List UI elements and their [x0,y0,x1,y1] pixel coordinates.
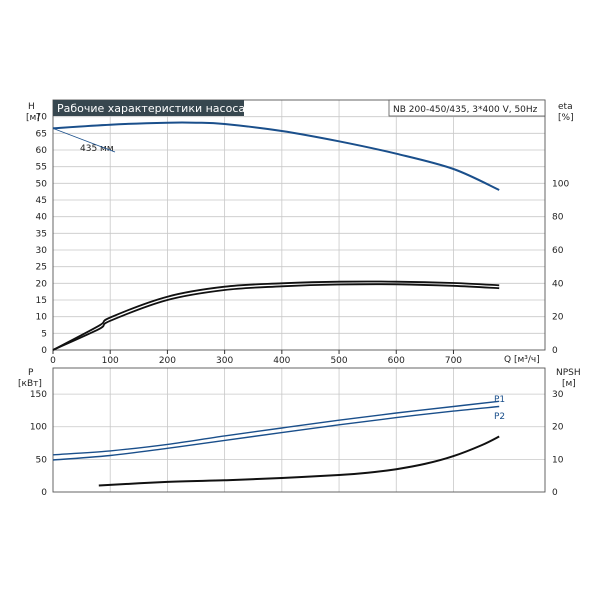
npsh-tick-label: 20 [552,423,564,433]
power-p1-curve [52,400,500,456]
x-axis-label: Q [м³/ч] [504,355,540,365]
power-p2-curve [52,405,500,461]
x-tick-label: 700 [445,356,462,366]
series-label-p1: P1 [494,395,505,405]
chart-subtitle: NB 200-450/435, 3*400 V, 50Hz [393,105,538,115]
top-y-left-unit: [м] [26,113,40,123]
y-right-tick-label: 20 [552,313,564,323]
y-left-tick-label: 20 [36,279,48,289]
x-tick-label: 300 [216,356,233,366]
y-left-tick-label: 70 [36,113,48,123]
title-banner [53,100,244,116]
npsh-tick-label: 10 [552,455,564,465]
y-left-tick-label: 40 [36,213,48,223]
y-right-tick-label: 0 [552,346,558,356]
y-right-tick-label: 100 [552,179,569,189]
subtitle-box [388,99,546,117]
y-left-tick-label: 60 [36,146,48,156]
y-left-tick-label: 15 [36,296,47,306]
top-chart-frame [52,99,546,351]
bottom-y-left-unit: [кВт] [18,379,42,389]
y-left-tick-label: 5 [41,329,47,339]
bottom-y-left-label: P [28,368,34,378]
head-curve [52,121,500,191]
annotation-leader [52,127,116,153]
y-left-tick-label: 55 [36,163,47,173]
curve-annotation: 435 мм [80,144,114,154]
y-left-tick-label: 10 [36,313,48,323]
y-left-tick-label: 65 [36,129,47,139]
top-y-left-label: H [28,102,35,112]
y-left-tick-label: 35 [36,229,47,239]
top-chart-series [52,121,500,351]
efficiency-curve-2 [52,283,500,351]
bottom-chart-ticks: 0 50 100 150 0 10 20 30 [30,390,564,498]
x-tick-label: 400 [273,356,290,366]
top-y-right-unit: [%] [558,113,574,123]
bottom-y-right-unit: [м] [562,379,576,389]
y-right-tick-label: 40 [552,279,564,289]
p-tick-label: 150 [30,390,47,400]
p-tick-label: 0 [41,488,47,498]
y-left-tick-label: 50 [36,179,48,189]
chart-title: Рабочие характеристики насоса [57,102,245,115]
x-tick-label: 200 [159,356,176,366]
top-y-right-label: eta [558,102,573,112]
top-chart-grid [53,100,545,350]
y-right-tick-label: 80 [552,213,564,223]
npsh-curve [98,435,500,487]
y-left-tick-label: 0 [41,346,47,356]
y-left-tick-label: 25 [36,263,47,273]
x-tick-label: 600 [388,356,405,366]
y-right-tick-label: 60 [552,246,564,256]
p-tick-label: 50 [36,455,48,465]
bottom-chart-frame [52,367,546,493]
p-tick-label: 100 [30,423,47,433]
series-label-p2: P2 [494,412,505,422]
efficiency-curve-1 [52,280,500,351]
npsh-tick-label: 0 [552,488,558,498]
y-left-tick-label: 30 [36,246,48,256]
bottom-y-right-label: NPSH [556,368,581,378]
x-tick-label: 100 [102,356,119,366]
y-left-tick-label: 45 [36,196,47,206]
bottom-chart-grid [53,368,545,492]
x-tick-label: 0 [50,356,56,366]
npsh-tick-label: 30 [552,390,564,400]
bottom-chart-series [52,400,500,487]
x-tick-label: 500 [330,356,347,366]
